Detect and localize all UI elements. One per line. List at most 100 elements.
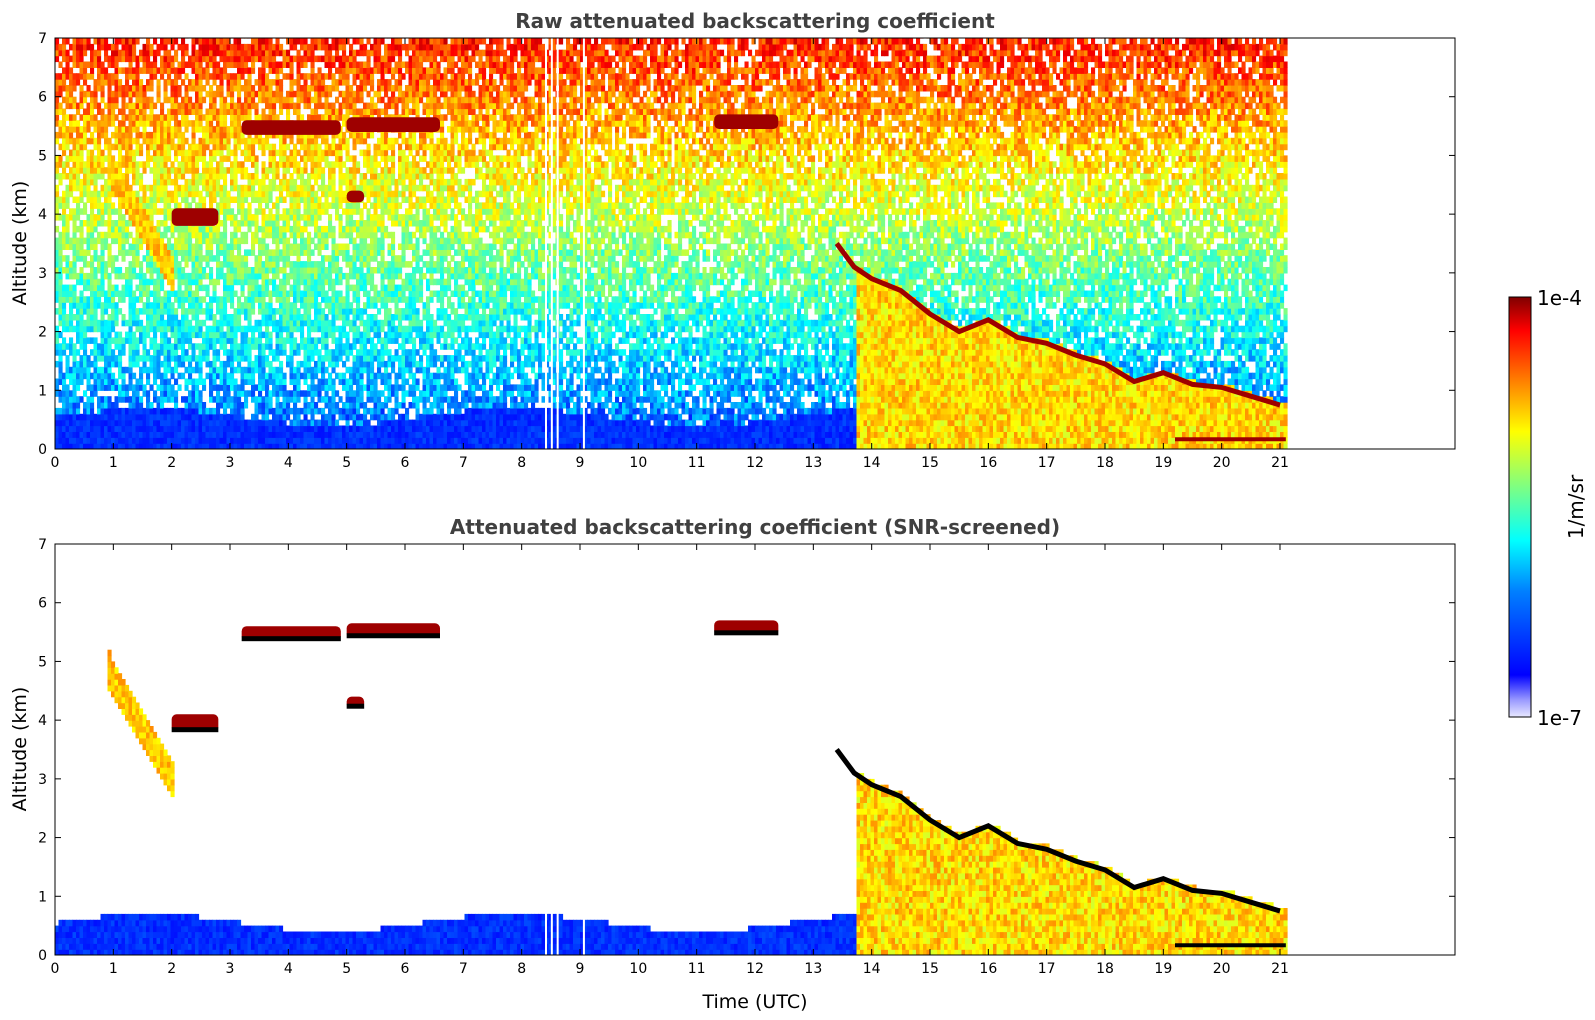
heatmap-cell [90, 244, 94, 251]
heatmap-cell [213, 38, 217, 45]
heatmap-cell [192, 38, 196, 45]
heatmap-cell [223, 103, 227, 110]
heatmap-area [55, 32, 1288, 450]
heatmap-cell [213, 226, 217, 233]
heatmap-cell [132, 155, 136, 162]
heatmap-cell [188, 167, 192, 174]
heatmap-cell [195, 332, 199, 339]
heatmap-cell [262, 191, 266, 198]
heatmap-cell [307, 314, 311, 321]
heatmap-cell [153, 343, 157, 350]
heatmap-cell [332, 402, 336, 409]
heatmap-cell [111, 355, 115, 362]
heatmap-cell [150, 255, 154, 262]
heatmap-cell [146, 79, 150, 86]
heatmap-cell [80, 232, 84, 239]
heatmap-cell [62, 291, 66, 298]
heatmap-cell [80, 320, 84, 327]
heatmap-cell [248, 285, 252, 292]
heatmap-cell [171, 349, 175, 356]
heatmap-cell [244, 296, 248, 303]
heatmap-cell [136, 326, 140, 333]
heatmap-cell [356, 73, 360, 80]
heatmap-cell [206, 109, 210, 116]
heatmap-cell [255, 420, 259, 427]
heatmap-cell [318, 67, 322, 74]
heatmap-cell [83, 50, 87, 57]
heatmap-cell [132, 255, 136, 262]
heatmap-cell [314, 337, 318, 344]
heatmap-cell [199, 373, 203, 380]
heatmap-cell [321, 44, 325, 51]
heatmap-cell [293, 185, 297, 192]
heatmap-cell [97, 126, 101, 133]
heatmap-cell [230, 396, 234, 403]
heatmap-cell [132, 426, 136, 433]
heatmap-cell [167, 437, 171, 444]
heatmap-cell [223, 132, 227, 139]
heatmap-cell [129, 431, 133, 438]
heatmap-cell [115, 437, 119, 444]
heatmap-cell [269, 332, 273, 339]
heatmap-cell [248, 361, 252, 368]
heatmap-cell [90, 62, 94, 69]
heatmap-cell [171, 431, 175, 438]
heatmap-cell [174, 109, 178, 116]
heatmap-cell [69, 373, 73, 380]
heatmap-cell [251, 379, 255, 386]
heatmap-cell [101, 355, 105, 362]
heatmap-cell [279, 379, 283, 386]
heatmap-cell [300, 144, 304, 151]
heatmap-cell [251, 38, 255, 45]
heatmap-cell [195, 384, 199, 391]
heatmap-cell [76, 150, 80, 157]
heatmap-cell [356, 355, 360, 362]
heatmap-cell [272, 379, 276, 386]
heatmap-cell [139, 185, 143, 192]
heatmap-cell [111, 97, 115, 104]
heatmap-cell [307, 308, 311, 315]
heatmap-cell [202, 56, 206, 63]
heatmap-cell [62, 97, 66, 104]
heatmap-cell [188, 414, 192, 421]
heatmap-cell [230, 355, 234, 362]
heatmap-cell [66, 320, 70, 327]
heatmap-cell [321, 155, 325, 162]
heatmap-cell [153, 373, 157, 380]
heatmap-cell [339, 185, 343, 192]
heatmap-cell [66, 296, 70, 303]
heatmap-cell [69, 155, 73, 162]
heatmap-cell [241, 56, 245, 63]
heatmap-cell [297, 50, 301, 57]
heatmap-cell [209, 38, 213, 45]
heatmap-cell [125, 161, 129, 168]
heatmap-cell [104, 56, 108, 63]
heatmap-cell [143, 44, 147, 51]
heatmap-cell [244, 155, 248, 162]
heatmap-cell [185, 384, 189, 391]
heatmap-cell [262, 373, 266, 380]
heatmap-cell [69, 67, 73, 74]
heatmap-cell [164, 173, 168, 180]
heatmap-cell [181, 244, 185, 251]
heatmap-cell [279, 138, 283, 145]
heatmap-cell [342, 332, 346, 339]
heatmap-cell [192, 62, 196, 69]
heatmap-cell [101, 62, 105, 69]
heatmap-cell [167, 255, 171, 262]
heatmap-cell [311, 291, 315, 298]
heatmap-cell [195, 144, 199, 151]
heatmap-cell [143, 414, 147, 421]
heatmap-cell [325, 50, 329, 57]
heatmap-cell [209, 44, 213, 51]
heatmap-cell [300, 173, 304, 180]
heatmap-cell [304, 320, 308, 327]
heatmap-cell [199, 226, 203, 233]
heatmap-cell [318, 384, 322, 391]
heatmap-cell [307, 361, 311, 368]
heatmap-cell [160, 238, 164, 245]
heatmap-cell [248, 367, 252, 374]
heatmap-cell [290, 161, 294, 168]
heatmap-cell [160, 220, 164, 227]
heatmap-cell [139, 56, 143, 63]
